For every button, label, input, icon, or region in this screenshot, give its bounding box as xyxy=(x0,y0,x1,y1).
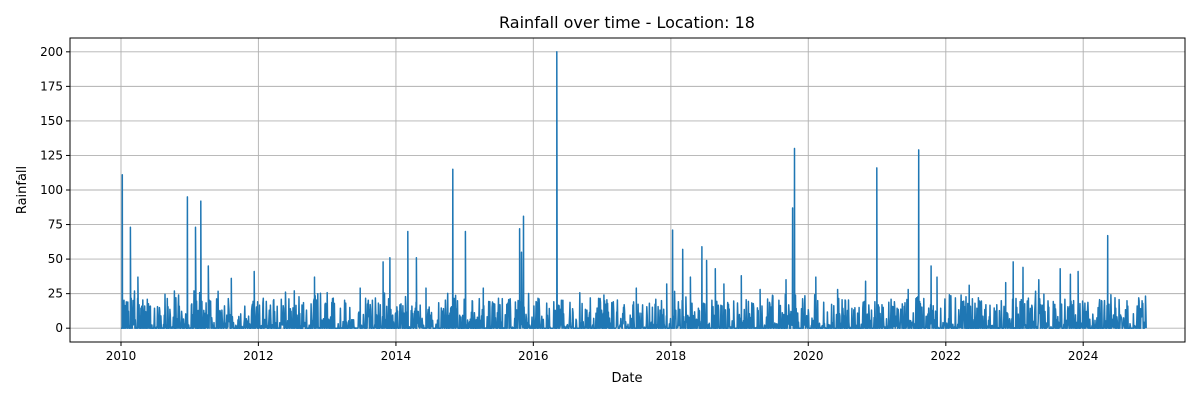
x-tick-label: 2022 xyxy=(931,349,962,363)
x-tick-label: 2018 xyxy=(656,349,687,363)
y-tick-label: 25 xyxy=(48,287,63,301)
rainfall-series xyxy=(120,51,1147,329)
y-axis-title: Rainfall xyxy=(15,166,30,214)
y-tick-label: 75 xyxy=(48,218,63,232)
x-tick-label: 2016 xyxy=(518,349,549,363)
y-tick-label: 175 xyxy=(40,79,63,93)
y-tick-label: 200 xyxy=(40,45,63,59)
x-tick-label: 2020 xyxy=(793,349,824,363)
chart-title: Rainfall over time - Location: 18 xyxy=(499,13,755,32)
y-axis-ticks: 0 25 50 75 100 125 150 175 200 xyxy=(40,45,70,335)
x-axis-title: Date xyxy=(611,371,642,386)
y-tick-label: 100 xyxy=(40,183,63,197)
x-tick-label: 2012 xyxy=(243,349,274,363)
rainfall-line xyxy=(120,51,1147,329)
x-tick-label: 2024 xyxy=(1068,349,1099,363)
x-tick-label: 2014 xyxy=(381,349,412,363)
y-tick-label: 50 xyxy=(48,252,63,266)
y-tick-label: 125 xyxy=(40,148,63,162)
y-tick-label: 0 xyxy=(55,321,63,335)
x-axis-ticks: 2010 2012 2014 2016 2018 2020 2022 2024 xyxy=(106,342,1099,363)
grid-lines xyxy=(70,38,1185,342)
y-tick-label: 150 xyxy=(40,114,63,128)
x-tick-label: 2010 xyxy=(106,349,137,363)
